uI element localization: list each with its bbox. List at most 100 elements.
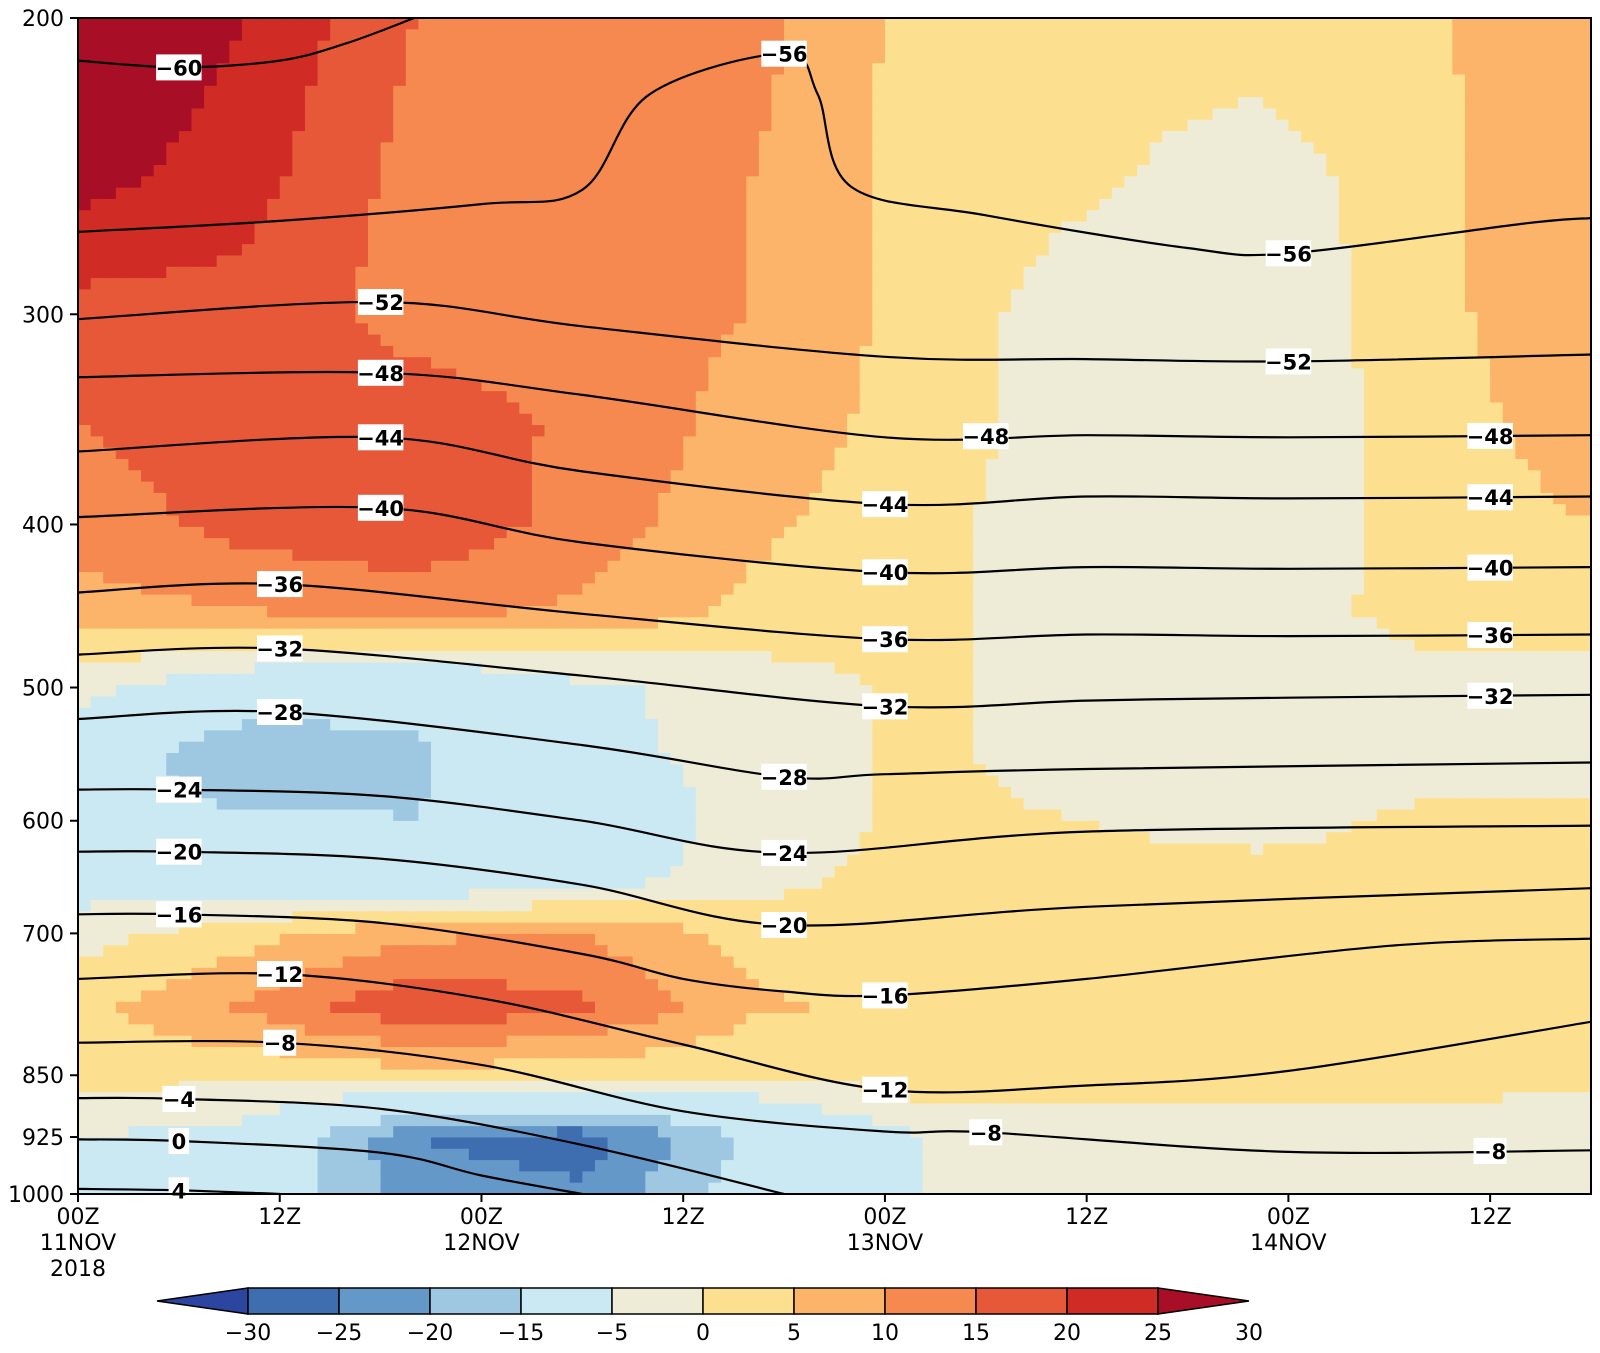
- fill-cell: [1263, 379, 1277, 392]
- fill-cell: [935, 210, 949, 223]
- fill-cell: [1452, 470, 1466, 483]
- fill-cell: [1149, 255, 1164, 268]
- fill-cell: [115, 29, 130, 42]
- fill-cell: [468, 142, 483, 155]
- fill-cell: [431, 345, 445, 358]
- fill-cell: [380, 97, 394, 110]
- fill-cell: [254, 425, 268, 438]
- fill-cell: [1326, 119, 1340, 132]
- fill-cell: [1464, 278, 1479, 291]
- fill-cell: [1061, 391, 1075, 404]
- fill-cell: [582, 379, 596, 392]
- fill-cell: [847, 119, 861, 132]
- fill-cell: [1364, 74, 1378, 87]
- fill-cell: [443, 447, 457, 460]
- fill-cell: [1187, 413, 1201, 426]
- fill-cell: [241, 244, 256, 257]
- fill-cell: [1389, 187, 1403, 200]
- fill-cell: [1263, 436, 1277, 449]
- fill-cell: [1553, 165, 1567, 178]
- fill-cell: [1275, 40, 1290, 53]
- fill-cell: [1565, 74, 1580, 87]
- fill-cell: [935, 131, 949, 144]
- fill-cell: [216, 119, 230, 132]
- fill-cell: [443, 459, 457, 472]
- fill-cell: [557, 481, 571, 494]
- fill-cell: [1124, 74, 1138, 87]
- fill-cell: [859, 85, 874, 98]
- fill-cell: [1427, 198, 1441, 211]
- fill-cell: [431, 425, 445, 438]
- fill-cell: [1376, 402, 1390, 415]
- fill-cell: [103, 402, 117, 415]
- fill-cell: [557, 176, 571, 189]
- fill-cell: [330, 470, 344, 483]
- fill-cell: [128, 255, 142, 268]
- fill-cell: [1389, 391, 1403, 404]
- fill-cell: [695, 153, 710, 166]
- fill-cell: [670, 391, 684, 404]
- fill-cell: [1124, 413, 1138, 426]
- fill-cell: [178, 459, 193, 472]
- fill-cell: [254, 402, 268, 415]
- fill-cell: [1427, 312, 1441, 325]
- fill-cell: [1490, 278, 1504, 291]
- fill-cell: [1288, 459, 1302, 472]
- fill-cell: [418, 323, 432, 336]
- fill-cell: [985, 18, 1000, 31]
- fill-cell: [1086, 142, 1100, 155]
- fill-cell: [216, 97, 230, 110]
- fill-cell: [1351, 470, 1365, 483]
- fill-cell: [1111, 459, 1126, 472]
- fill-cell: [569, 232, 584, 245]
- fill-cell: [1048, 266, 1063, 279]
- fill-cell: [279, 176, 294, 189]
- fill-cell: [657, 232, 672, 245]
- fill-cell: [128, 379, 142, 392]
- fill-cell: [784, 481, 798, 494]
- fill-cell: [342, 312, 357, 325]
- fill-cell: [1137, 312, 1151, 325]
- fill-cell: [657, 459, 672, 472]
- fill-cell: [1263, 97, 1277, 110]
- fill-cell: [1502, 165, 1517, 178]
- fill-cell: [304, 97, 319, 110]
- fill-cell: [191, 379, 205, 392]
- fill-cell: [405, 187, 420, 200]
- fill-cell: [317, 266, 331, 279]
- fill-cell: [380, 63, 394, 76]
- fill-cell: [254, 176, 268, 189]
- fill-cell: [1313, 63, 1327, 76]
- fill-cell: [620, 187, 634, 200]
- fill-cell: [1250, 142, 1264, 155]
- fill-cell: [229, 312, 243, 325]
- fill-cell: [910, 481, 924, 494]
- fill-cell: [1111, 244, 1126, 257]
- fill-cell: [128, 232, 142, 245]
- fill-cell: [1477, 345, 1491, 358]
- fill-cell: [431, 221, 445, 234]
- fill-cell: [204, 413, 218, 426]
- fill-cell: [1162, 345, 1176, 358]
- fill-cell: [1578, 266, 1591, 279]
- fill-cell: [1048, 278, 1063, 291]
- fill-cell: [796, 244, 810, 257]
- fill-cell: [960, 165, 974, 178]
- fill-cell: [317, 119, 331, 132]
- fill-cell: [771, 334, 785, 347]
- fill-cell: [90, 108, 104, 121]
- fill-cell: [1086, 74, 1100, 87]
- fill-cell: [380, 278, 394, 291]
- fill-cell: [267, 391, 281, 404]
- fill-cell: [947, 368, 962, 381]
- fill-cell: [1427, 40, 1441, 53]
- fill-cell: [897, 300, 911, 313]
- fill-cell: [557, 63, 571, 76]
- fill-cell: [380, 402, 394, 415]
- fill-cell: [1401, 391, 1416, 404]
- fill-cell: [1439, 334, 1454, 347]
- fill-cell: [1502, 97, 1517, 110]
- fill-cell: [103, 97, 117, 110]
- fill-cell: [78, 334, 92, 347]
- fill-cell: [456, 379, 470, 392]
